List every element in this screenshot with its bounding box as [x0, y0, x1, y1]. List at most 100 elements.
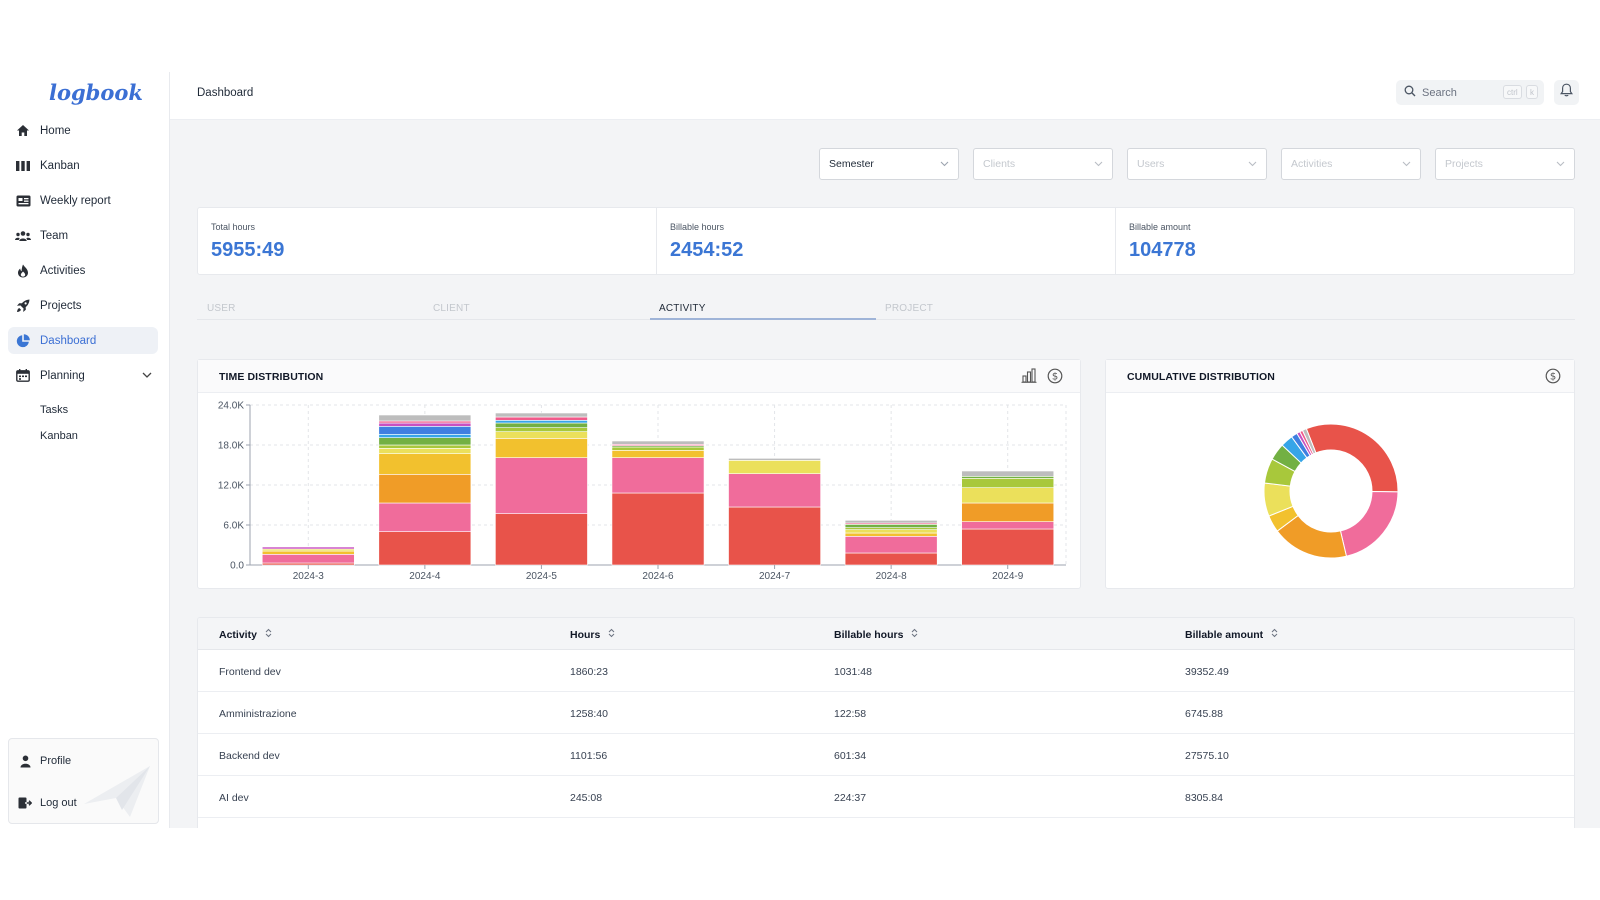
sidebar-item-home[interactable]: Home — [8, 117, 158, 144]
filter-semester[interactable]: Semester — [819, 148, 959, 180]
sidebar-item-weekly-report[interactable]: Weekly report — [8, 187, 158, 214]
tab-client[interactable]: CLIENT — [433, 303, 470, 314]
filter-bar: Semester Clients Users Activities Projec… — [819, 148, 1575, 180]
chevron-down-icon — [1094, 158, 1103, 170]
tab-activity[interactable]: ACTIVITY — [659, 303, 706, 314]
bar-segment[interactable] — [378, 448, 472, 454]
bar-segment[interactable] — [844, 520, 938, 524]
bar-segment[interactable] — [378, 434, 472, 438]
donut-slice[interactable] — [1339, 491, 1399, 557]
bar-segment[interactable] — [844, 527, 938, 530]
bar-segment[interactable] — [495, 431, 588, 439]
column-header-hours[interactable]: Hours — [570, 628, 615, 641]
bar-segment[interactable] — [495, 457, 588, 514]
bar-segment[interactable] — [728, 506, 821, 566]
cumulative-distribution-chart — [1263, 423, 1399, 559]
currency-toggle-icon[interactable]: $ — [1545, 368, 1561, 389]
tab-user[interactable]: USER — [207, 303, 236, 314]
bar-segment[interactable] — [378, 531, 472, 566]
x-tick-label: 2024-7 — [759, 571, 791, 582]
bar-segment[interactable] — [611, 457, 705, 494]
column-header-billable-hours[interactable]: Billable hours — [834, 628, 918, 641]
profile-link[interactable]: Profile — [18, 754, 71, 768]
bar-segment[interactable] — [728, 460, 821, 474]
bar-segment[interactable] — [495, 438, 588, 458]
bar-segment[interactable] — [844, 529, 938, 534]
table-row[interactable]: AI dev 245:08 224:37 8305.84 — [198, 776, 1574, 818]
bar-segment[interactable] — [961, 476, 1055, 479]
bar-segment[interactable] — [495, 412, 588, 418]
currency-toggle-icon[interactable]: $ — [1047, 368, 1063, 389]
filter-projects[interactable]: Projects — [1435, 148, 1575, 180]
filter-clients[interactable]: Clients — [973, 148, 1113, 180]
bar-segment[interactable] — [378, 502, 472, 532]
bar-segment[interactable] — [611, 446, 705, 451]
bar-segment[interactable] — [261, 554, 355, 564]
report-icon — [15, 193, 31, 209]
profile-label: Profile — [40, 755, 72, 767]
bar-segment[interactable] — [378, 444, 472, 449]
donut-slice[interactable] — [1301, 428, 1317, 455]
bar-segment[interactable] — [261, 546, 355, 550]
bar-segment[interactable] — [844, 552, 938, 566]
sidebar-subitem-tasks[interactable]: Tasks — [40, 404, 69, 416]
donut-slice[interactable] — [1305, 423, 1399, 493]
logout-link[interactable]: Log out — [18, 796, 77, 810]
bar-segment[interactable] — [261, 550, 355, 555]
active-tab-indicator — [650, 318, 876, 320]
chevron-down-icon — [1248, 158, 1257, 170]
bar-segment[interactable] — [378, 422, 472, 427]
bar-segment[interactable] — [378, 437, 472, 446]
bar-segment[interactable] — [611, 450, 705, 458]
bar-segment[interactable] — [961, 487, 1055, 504]
filter-label: Semester — [829, 158, 874, 170]
tab-project[interactable]: PROJECT — [885, 303, 934, 314]
sidebar-item-projects[interactable]: Projects — [8, 292, 158, 319]
filter-users[interactable]: Users — [1127, 148, 1267, 180]
bar-segment[interactable] — [495, 420, 588, 424]
bar-segment[interactable] — [961, 478, 1055, 488]
column-header-activity[interactable]: Activity — [219, 628, 272, 641]
bar-segment[interactable] — [495, 416, 588, 421]
sidebar-subitem-kanban[interactable]: Kanban — [40, 430, 78, 442]
bar-segment[interactable] — [728, 473, 821, 508]
page-title: Dashboard — [197, 87, 254, 99]
table-row[interactable]: Backend dev 1101:56 601:34 27575.10 — [198, 734, 1574, 776]
logo[interactable]: logbook — [49, 80, 143, 105]
sidebar-item-team[interactable]: Team — [8, 222, 158, 249]
sidebar-item-activities[interactable]: Activities — [8, 257, 158, 284]
bar-segment[interactable] — [495, 427, 588, 432]
bar-segment[interactable] — [611, 440, 705, 445]
notifications-button[interactable] — [1554, 80, 1579, 105]
bar-segment[interactable] — [961, 528, 1055, 566]
bar-segment[interactable] — [378, 474, 472, 504]
y-tick-label: 12.0K — [218, 481, 244, 492]
bar-chart-toggle-icon[interactable] — [1021, 368, 1037, 388]
sidebar-item-dashboard[interactable]: Dashboard — [8, 327, 158, 354]
x-tick-label: 2024-6 — [642, 571, 674, 582]
bar-segment[interactable] — [961, 521, 1055, 530]
table-row[interactable]: Amministrazione 1258:40 122:58 6745.88 — [198, 692, 1574, 734]
chevron-down-icon[interactable] — [142, 370, 152, 381]
bar-segment[interactable] — [844, 536, 938, 554]
sidebar-item-planning[interactable]: Planning — [8, 362, 158, 389]
filter-label: Users — [1137, 158, 1165, 170]
bar-segment[interactable] — [844, 532, 938, 537]
column-label: Billable hours — [834, 628, 904, 641]
bar-segment[interactable] — [961, 502, 1055, 522]
bar-segment[interactable] — [961, 470, 1055, 477]
sidebar-item-kanban[interactable]: Kanban — [8, 152, 158, 179]
bar-segment[interactable] — [495, 513, 588, 566]
filter-activities[interactable]: Activities — [1281, 148, 1421, 180]
bar-segment[interactable] — [844, 524, 938, 528]
table-row[interactable]: Frontend dev 1860:23 1031:48 39352.49 — [198, 650, 1574, 692]
stat-label: Billable amount — [1129, 222, 1191, 232]
bar-segment[interactable] — [611, 492, 705, 566]
bar-segment[interactable] — [378, 414, 472, 422]
bar-segment[interactable] — [495, 422, 588, 428]
bar-segment[interactable] — [728, 458, 821, 461]
column-header-billable-amount[interactable]: Billable amount — [1185, 628, 1278, 641]
search-input[interactable]: Search ctrl k — [1396, 80, 1544, 105]
bar-segment[interactable] — [378, 426, 472, 435]
bar-segment[interactable] — [378, 453, 472, 475]
